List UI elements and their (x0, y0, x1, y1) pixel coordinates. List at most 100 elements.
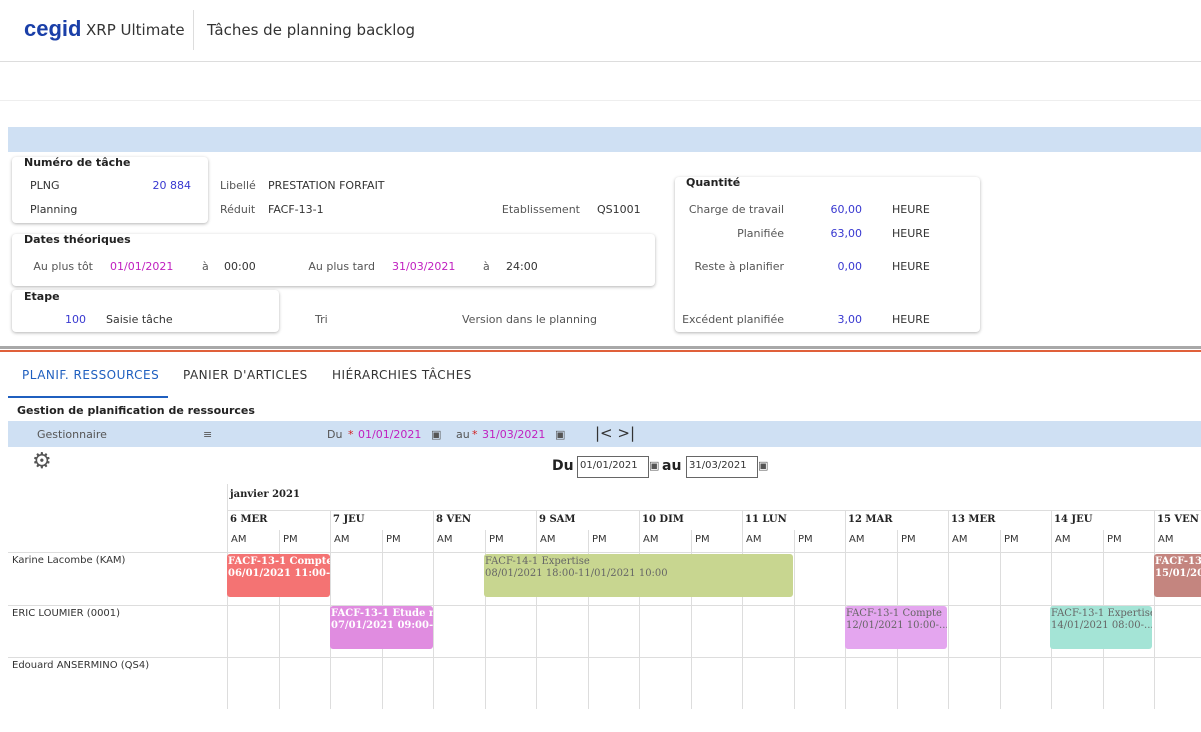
half-label: AM (952, 534, 968, 545)
half-label: PM (798, 534, 813, 545)
day-label: 9 SAM (539, 514, 576, 525)
section-title: Dates théoriques (24, 233, 131, 246)
date-value: 01/01/2021 (580, 460, 638, 471)
half-label: PM (695, 534, 710, 545)
field-label: Du (327, 428, 343, 441)
field-value: HEURE (892, 203, 930, 216)
calendar-icon[interactable]: ▣ (758, 459, 769, 472)
field-value: 100 (65, 313, 86, 326)
planning-event[interactable]: FACF-14-1 Expertise 08/01/2021 18:00-11/0… (484, 554, 793, 597)
half-label: PM (489, 534, 504, 545)
half-label: AM (334, 534, 350, 545)
half-line (999, 530, 1001, 709)
day-label: 14 JEU (1054, 514, 1093, 525)
separator-accent (0, 350, 1201, 352)
half-label: AM (849, 534, 865, 545)
section-title: Gestion de planification de ressources (17, 404, 255, 417)
half-line (690, 530, 692, 709)
event-dates: 08/01/2021 18:00-11/01/2021 10:00 (485, 568, 668, 579)
resource-name: Karine Lacombe (KAM) (12, 555, 126, 566)
tab[interactable]: HIÉRARCHIES TÂCHES (332, 368, 472, 382)
field-label: Planifiée (737, 227, 784, 240)
header-border (0, 61, 1201, 62)
planning-event[interactable]: FACF-13-1 Expertise 14/01/2021 08:00-... (1050, 606, 1152, 649)
field-label: au (456, 428, 470, 441)
day-line (536, 510, 537, 709)
field-value: 01/01/2021 (358, 428, 422, 441)
date-input[interactable] (577, 456, 649, 478)
event-title: FACF-14-1 Expertise (485, 556, 590, 567)
field-value: 60,00 (830, 203, 863, 216)
event-dates: 06/01/2021 11:00-... (228, 568, 330, 579)
field-value: HEURE (892, 260, 930, 273)
planning-event[interactable]: FACF-13-115/01/20 (1154, 554, 1201, 597)
section-title: Etape (24, 290, 60, 303)
half-label: PM (901, 534, 916, 545)
nav-buttons[interactable]: |< >| (595, 424, 636, 442)
required-mark: * (348, 428, 354, 441)
event-dates: 07/01/2021 09:00-... (331, 620, 433, 631)
field-value: 31/03/2021 (482, 428, 546, 441)
day-line (742, 510, 743, 709)
half-label: AM (746, 534, 762, 545)
field-value: 3,00 (837, 313, 863, 326)
planning-event[interactable]: FACF-13-1 Etude ré...07/01/2021 09:00-..… (330, 606, 433, 649)
day-label: 13 MER (951, 514, 996, 525)
field-value: Planning (30, 203, 78, 216)
separator (0, 346, 1201, 349)
planning-event[interactable]: FACF-13-1 Compte ...06/01/2021 11:00-... (227, 554, 330, 597)
tab[interactable]: PLANIF. RESSOURCES (22, 368, 160, 382)
active-tab-underline (8, 396, 168, 398)
field-value: FACF-13-1 (268, 203, 324, 216)
calendar-icon[interactable]: ▣ (649, 459, 660, 472)
field-label: à (483, 260, 490, 273)
brand: cegid (24, 16, 82, 41)
field-value: 0,00 (837, 260, 863, 273)
date-input[interactable] (686, 456, 758, 478)
section-title: Quantité (686, 176, 741, 189)
event-title: FACF-13-1 (1155, 556, 1201, 567)
row-line (8, 552, 1201, 553)
half-label: AM (231, 534, 247, 545)
step-card (12, 290, 279, 332)
tab[interactable]: PANIER D'ARTICLES (183, 368, 308, 382)
half-line (793, 530, 795, 709)
day-line (1154, 510, 1155, 709)
dates-card (12, 234, 655, 286)
planning-event[interactable]: FACF-13-1 Compte 12/01/2021 10:00-... (845, 606, 947, 649)
field-label: Au plus tard (308, 260, 375, 273)
half-label: AM (643, 534, 659, 545)
day-label: 15 VEN (1157, 514, 1199, 525)
day-label: 7 JEU (333, 514, 365, 525)
calendar-icon[interactable]: ▣ (431, 428, 442, 441)
header-divider (193, 10, 194, 50)
day-line (433, 510, 434, 709)
field-value: HEURE (892, 313, 930, 326)
date-value: 31/03/2021 (689, 460, 747, 471)
grid-line (227, 510, 1201, 511)
resource-name: ERIC LOUMIER (0001) (12, 608, 121, 619)
page-title: Tâches de planning backlog (207, 21, 416, 39)
field-value: 31/03/2021 (392, 260, 456, 273)
month-label: janvier 2021 (230, 489, 300, 500)
field-label: Au plus tôt (33, 260, 93, 273)
half-label: AM (540, 534, 556, 545)
half-label: AM (1158, 534, 1174, 545)
field-value: 63,00 (830, 227, 863, 240)
section-title: Numéro de tâche (24, 156, 131, 169)
field-label: à (202, 260, 209, 273)
toolbar-border (0, 100, 1201, 101)
list-icon[interactable]: ≡ (203, 428, 213, 441)
half-line (484, 530, 486, 709)
field-label: Tri (315, 313, 328, 326)
calendar-icon[interactable]: ▣ (555, 428, 566, 441)
field-value: Saisie tâche (106, 313, 173, 326)
field-label: Version dans le planning (462, 313, 597, 326)
range-label: au (662, 458, 682, 474)
settings-icon[interactable]: ⚙ (32, 449, 52, 474)
quantity-card (675, 177, 980, 332)
day-label: 11 LUN (745, 514, 787, 525)
half-label: AM (437, 534, 453, 545)
event-dates: 12/01/2021 10:00-... (846, 620, 947, 631)
